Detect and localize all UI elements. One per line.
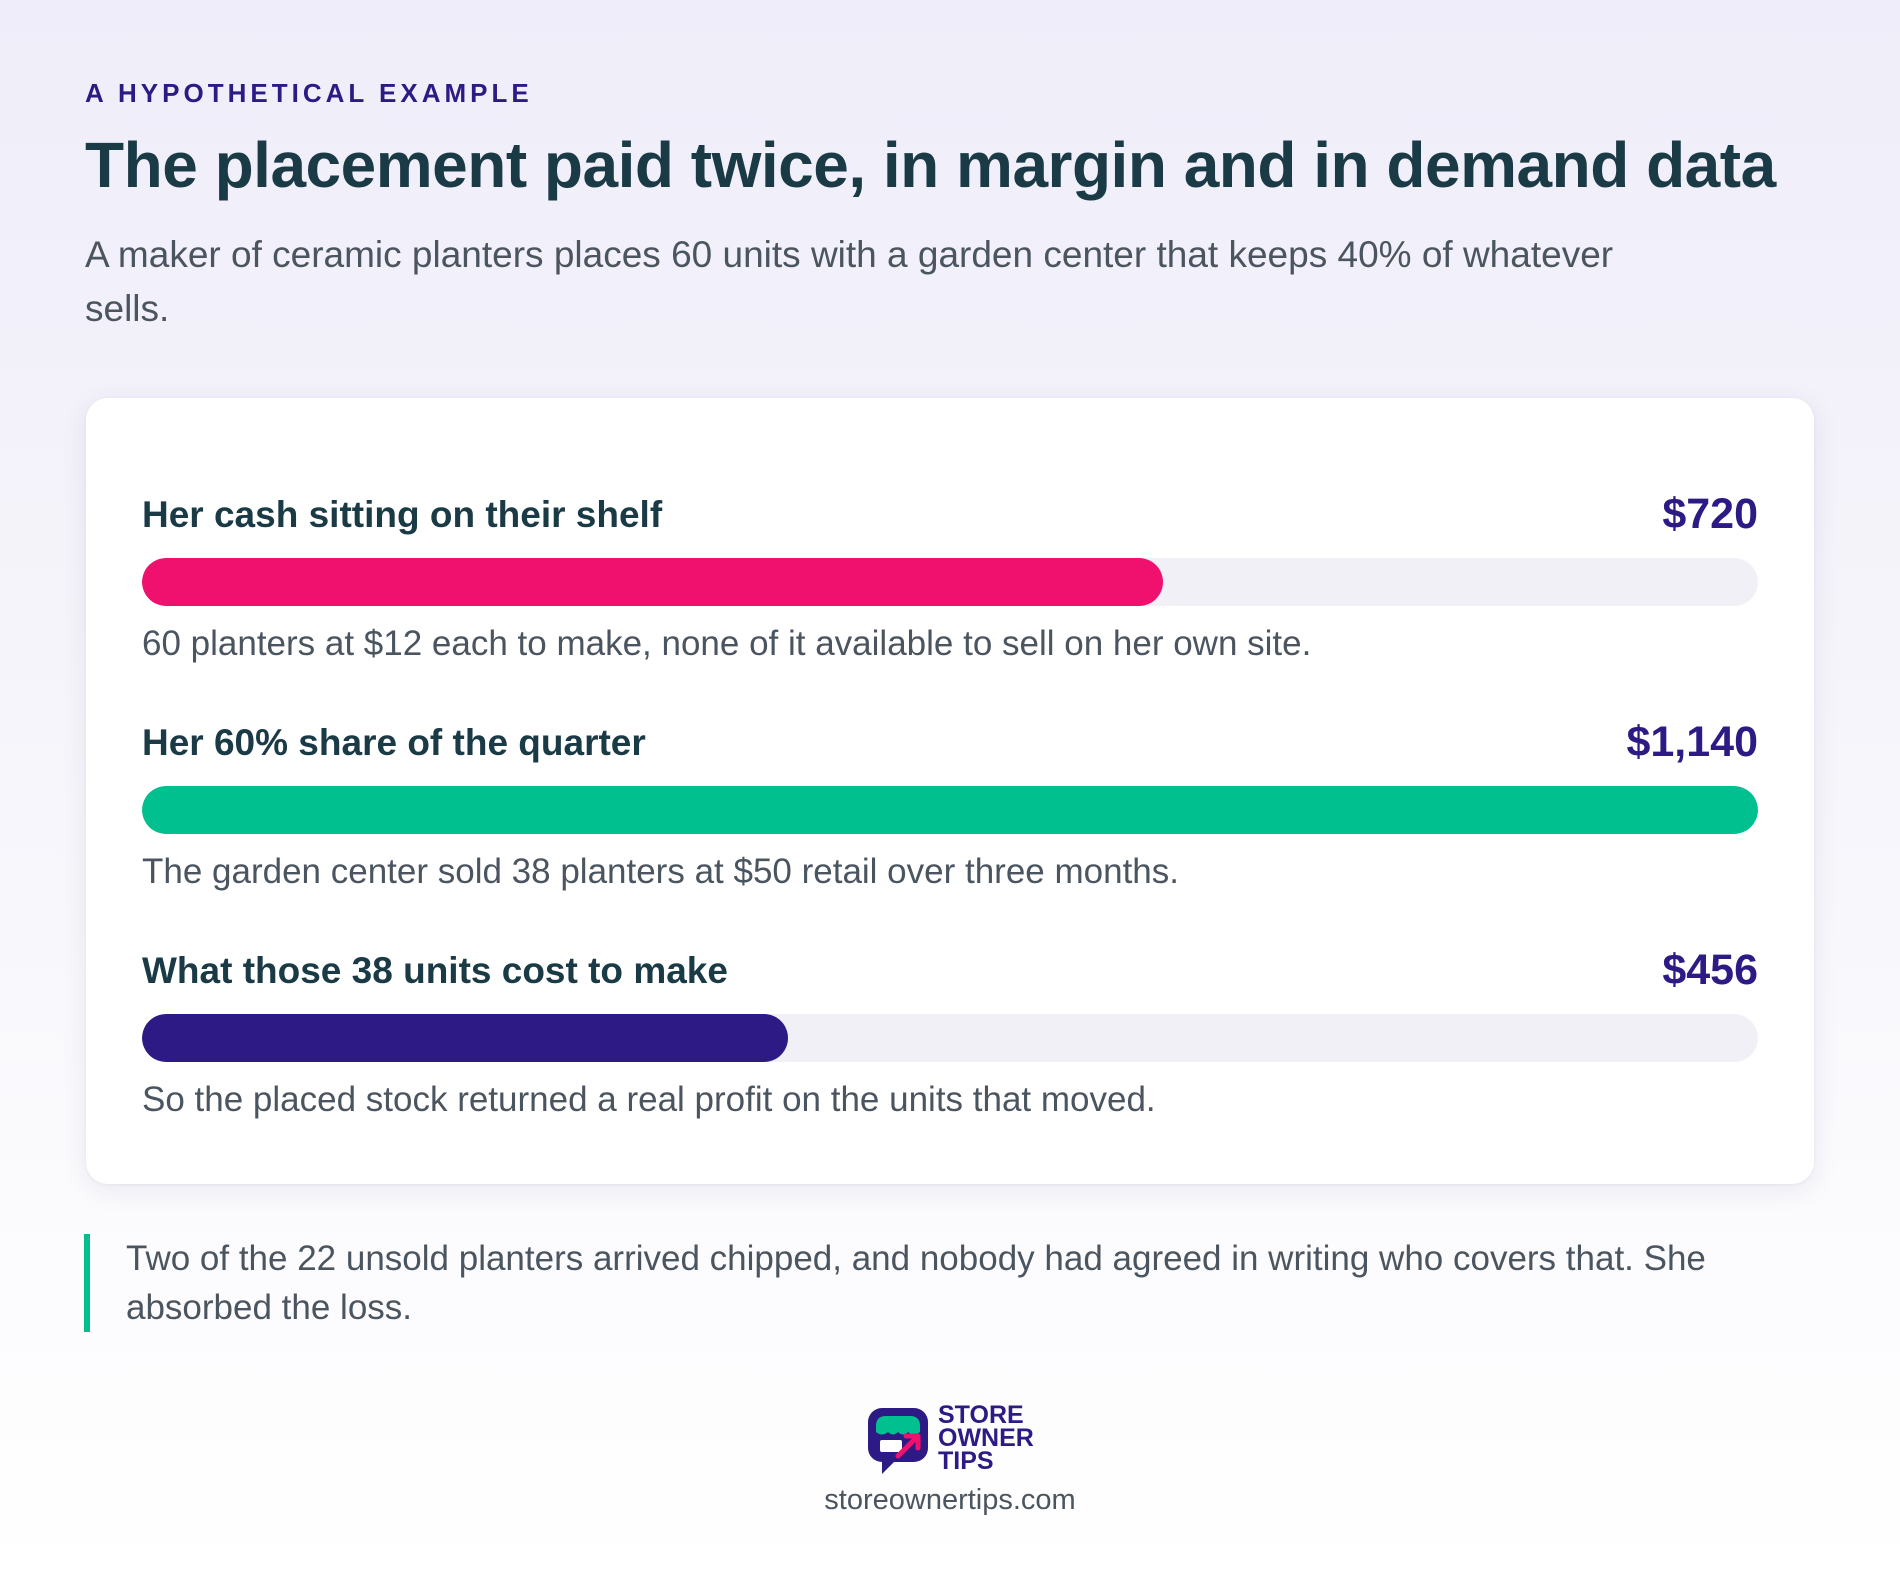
- metric-value: $456: [1662, 946, 1758, 994]
- page-subtitle: A maker of ceramic planters places 60 un…: [85, 234, 1614, 329]
- callout-note: Two of the 22 unsold planters arrived ch…: [84, 1234, 1786, 1332]
- bar-chart-card: Her cash sitting on their shelf $720 60 …: [86, 398, 1814, 1184]
- metric-label: What those 38 units cost to make: [142, 950, 728, 991]
- bar-fill-share-of-quarter: [142, 786, 1758, 834]
- metric-note: So the placed stock returned a real prof…: [142, 1080, 1156, 1119]
- logo-line: TIPS: [938, 1447, 994, 1475]
- metric-label: Her cash sitting on their shelf: [142, 494, 663, 535]
- metric-value: $720: [1662, 490, 1758, 538]
- bar-track: [142, 558, 1758, 606]
- bar-fill-cash-on-shelf: [142, 558, 1163, 606]
- site-url-link[interactable]: storeownertips.com: [824, 1484, 1076, 1516]
- metric-value: $1,140: [1626, 718, 1758, 766]
- logo-line: OWNER: [938, 1424, 1034, 1452]
- metric-note: 60 planters at $12 each to make, none of…: [142, 624, 1312, 663]
- brand-logo[interactable]: STORE OWNER TIPS: [866, 1402, 1046, 1476]
- page-title: The placement paid twice, in margin and …: [85, 129, 1776, 201]
- bar-fill-unit-cost: [142, 1014, 788, 1062]
- bar-track: [142, 786, 1758, 834]
- bar-track: [142, 1014, 1758, 1062]
- eyebrow-label: A HYPOTHETICAL EXAMPLE: [85, 78, 533, 108]
- metric-note: The garden center sold 38 planters at $5…: [142, 852, 1179, 891]
- logo-wordmark: STORE OWNER TIPS: [938, 1401, 1034, 1475]
- store-logo-icon: [868, 1408, 928, 1474]
- logo-line: STORE: [938, 1401, 1024, 1429]
- metric-label: Her 60% share of the quarter: [142, 722, 646, 763]
